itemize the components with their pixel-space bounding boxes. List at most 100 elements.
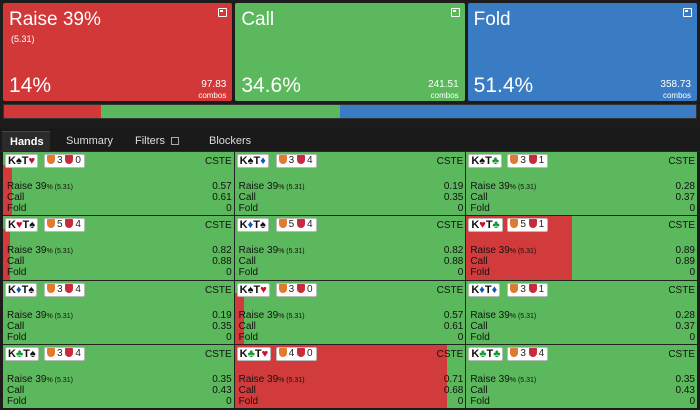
blocker-badges: 4 0 — [275, 346, 317, 361]
hand-combo: K♣T♣ — [468, 346, 504, 361]
call-label: Call — [470, 384, 488, 396]
suit-icon: ♥ — [261, 347, 269, 360]
call-row: Call 0.37 — [470, 320, 695, 332]
suit-icon: ♠ — [259, 219, 266, 232]
shield-icon — [297, 283, 305, 293]
raise-label: Raise 39 — [470, 181, 510, 192]
call-row: Call 0.35 — [239, 193, 464, 203]
hand-cell[interactable]: K♠T♦ 3 4 CSTE Raise 39% (5.31) 0.19 Call 0… — [234, 152, 466, 216]
card-rank: K — [471, 283, 480, 296]
hand-cell[interactable]: K♦T♠ 3 4 CSTE Raise 39% (5.31) 0.19 Call 0… — [3, 280, 234, 344]
suit-icon: ♦ — [247, 219, 254, 232]
frequency-bar — [3, 104, 697, 119]
raise-percent-label: % (5.31) — [278, 376, 305, 384]
expand-icon[interactable] — [450, 8, 460, 17]
combos-value: 241.51 — [428, 79, 459, 90]
fold-label: Fold — [238, 331, 259, 343]
card-rank: T — [254, 347, 262, 360]
suit-icon: ♥ — [260, 283, 267, 296]
hand-combo: K♣T♥ — [236, 346, 272, 361]
tab-blockers[interactable]: Blockers — [201, 131, 259, 151]
badge-count: 3 — [288, 155, 295, 166]
copy-icon[interactable] — [170, 137, 179, 146]
call-label: Call — [238, 192, 256, 203]
raise-row: Raise 39% (5.31) 0.71 — [239, 374, 464, 386]
badge-count: 3 — [57, 283, 63, 295]
shield-icon — [65, 283, 74, 293]
badge-count: 1 — [538, 219, 545, 231]
call-value: 0.68 — [443, 384, 464, 396]
hand-cell[interactable]: K♠T♥ 3 0 CSTE Raise 39% (5.31) 0.57 Call 0… — [3, 152, 234, 216]
badge-count: 4 — [75, 347, 81, 359]
expand-icon[interactable] — [682, 8, 692, 17]
badge-count: 4 — [307, 155, 313, 166]
call-row: Call 0.37 — [470, 193, 695, 203]
tab-hands[interactable]: Hands — [2, 131, 50, 151]
hand-cell[interactable]: K♠T♥ 3 0 CSTE Raise 39% (5.31) 0.57 Call 0… — [234, 280, 466, 344]
action-card-call[interactable]: Call 34.6% 241.51 combos — [235, 3, 465, 101]
hand-cell[interactable]: K♣T♣ 3 4 CSTE Raise 39% (5.31) 0.35 Call 0… — [466, 344, 697, 408]
badge-count: 0 — [307, 347, 313, 359]
blocker-badges: 5 4 — [44, 218, 85, 233]
call-label: Call — [238, 320, 256, 332]
shield-icon — [65, 347, 74, 357]
hand-cell[interactable]: K♠T♣ 3 1 CSTE Raise 39% (5.31) 0.28 Call 0… — [466, 152, 697, 216]
hand-cell[interactable]: K♥T♠ 5 4 CSTE Raise 39% (5.31) 0.82 Call 0… — [3, 216, 234, 280]
hand-cell[interactable]: K♣T♠ 3 4 CSTE Raise 39% (5.31) 0.35 Call 0… — [3, 344, 234, 408]
hand-cell[interactable]: K♦T♠ 5 4 CSTE Raise 39% (5.31) 0.82 Call 0… — [234, 216, 466, 280]
fold-value: 0 — [689, 395, 695, 407]
card-rank: T — [484, 283, 492, 296]
card-rank: T — [253, 155, 261, 167]
fold-row: Fold 0 — [470, 268, 695, 278]
cste-label: CSTE — [204, 220, 232, 232]
cste-label: CSTE — [436, 284, 464, 296]
call-value: 0.61 — [443, 320, 464, 332]
raise-label: Raise 39 — [7, 245, 47, 257]
card-rank: K — [239, 155, 248, 167]
hand-cell[interactable]: K♣T♥ 4 0 CSTE Raise 39% (5.31) 0.71 Call 0… — [234, 344, 466, 408]
fold-value: 0 — [457, 395, 464, 407]
action-card-fold[interactable]: Fold 51.4% 358.73 combos — [467, 3, 697, 101]
card-percent: 14% — [9, 74, 52, 97]
badge-count: 3 — [57, 155, 63, 166]
action-card-raise[interactable]: Raise 39% (5.31) 14% 97.83 combos — [3, 3, 233, 101]
raise-label: Raise 39 — [7, 181, 47, 192]
raise-value: 0.35 — [675, 373, 695, 385]
shield-icon — [528, 155, 537, 164]
fold-label: Fold — [7, 267, 27, 279]
call-row: Call 0.88 — [239, 257, 464, 267]
raise-row: Raise 39% (5.31) 0.19 — [7, 310, 232, 322]
shield-icon — [528, 347, 537, 357]
call-row: Call 0.43 — [7, 385, 232, 396]
tab-summary[interactable]: Summary — [58, 131, 121, 151]
fold-label: Fold — [7, 331, 27, 343]
suit-icon: ♦ — [15, 283, 22, 296]
fold-value: 0 — [226, 267, 232, 279]
hand-cell[interactable]: K♥T♣ 5 1 CSTE Raise 39% (5.31) 0.89 Call 0… — [466, 216, 697, 280]
suit-icon: ♣ — [492, 219, 500, 232]
suit-icon: ♣ — [247, 347, 255, 360]
hand-cell[interactable]: K♦T♦ 3 1 CSTE Raise 39% (5.31) 0.28 Call 0… — [466, 280, 697, 344]
tab-filters[interactable]: Filters — [127, 131, 187, 151]
card-rank: T — [253, 283, 261, 296]
card-combos: 358.73 combos — [660, 79, 691, 101]
cste-label: CSTE — [204, 156, 232, 167]
expand-icon[interactable] — [218, 8, 228, 17]
fold-row: Fold 0 — [7, 396, 232, 407]
cste-label: CSTE — [668, 284, 695, 296]
suit-icon: ♣ — [493, 347, 501, 360]
suit-icon: ♥ — [15, 219, 23, 232]
suit-icon: ♠ — [29, 347, 36, 360]
frequency-segment-fold — [340, 105, 696, 118]
badge-count: 4 — [288, 347, 295, 359]
suit-icon: ♥ — [479, 219, 486, 232]
raise-value: 0.82 — [212, 245, 232, 257]
suit-icon: ♠ — [28, 283, 35, 296]
fold-row: Fold 0 — [470, 204, 695, 214]
call-value: 0.37 — [675, 320, 695, 332]
frequency-segment-call — [100, 105, 341, 118]
call-label: Call — [7, 320, 25, 332]
fold-value: 0 — [689, 331, 695, 343]
raise-value: 0.19 — [443, 181, 464, 192]
card-rank: T — [253, 219, 260, 232]
